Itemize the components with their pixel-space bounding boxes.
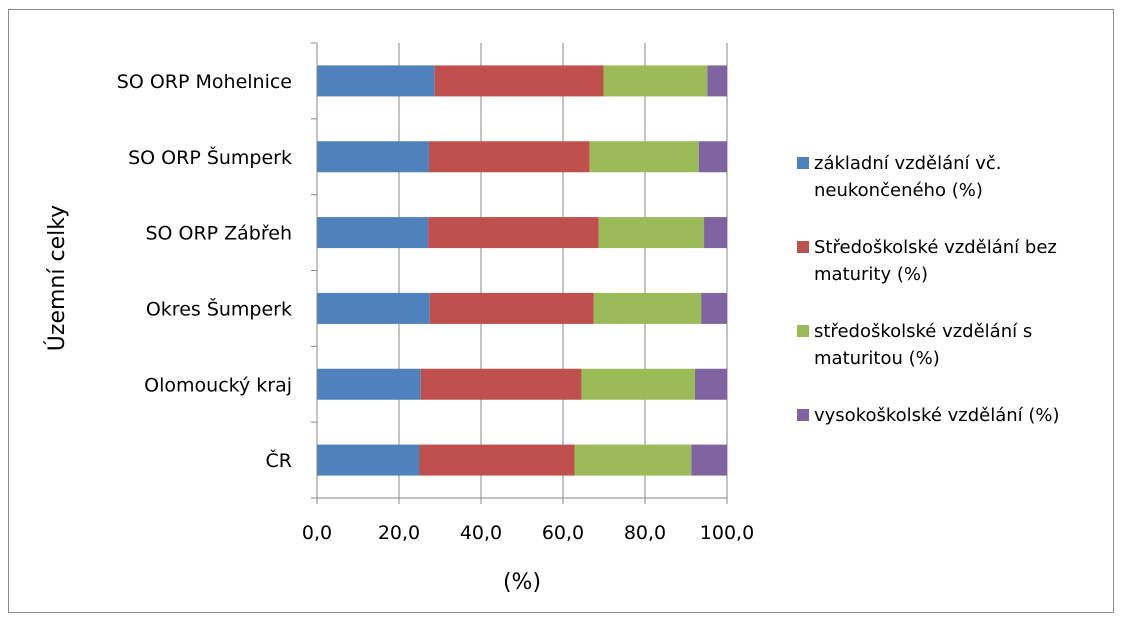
legend-swatch [797,409,809,421]
bar-segment [420,368,582,400]
bar-segment [428,217,599,249]
legend-label-line: maturity (%) [814,264,928,285]
legend-label: Středoškolské vzdělání bez maturity (%) [814,237,1057,285]
legend-swatch [797,157,809,169]
legend-label: vysokoškolské vzdělání (%) [814,405,1060,426]
legend-label-line: středoškolské vzdělání s [814,321,1032,342]
legend-label-line: neukončeného (%) [814,180,983,201]
legend-label-line: základní vzdělání vč. [814,153,1002,174]
category-label: SO ORP Mohelnice [117,71,292,93]
legend-swatch [797,241,809,253]
legend-label-line: Středoškolské vzdělání bez [814,237,1057,258]
gridlines [398,43,728,498]
category-label: SO ORP Zábřeh [145,223,292,245]
bar-segment [695,368,727,400]
bar-segment [317,292,430,324]
bar-segment [317,65,435,97]
bar-segment [603,65,708,97]
bars [317,65,727,476]
legend-label: základní vzdělání vč. neukončeného (%) [814,153,1002,201]
bar-segment [317,141,429,173]
x-tick-label: 100,0 [700,522,754,544]
bar-segment [589,141,699,173]
bar-segment [429,292,594,324]
bar-segment [691,444,727,476]
bar-segment [317,368,421,400]
legend-label-line: vysokoškolské vzdělání (%) [814,405,1060,426]
bar-segment [428,141,590,173]
legend-label-line: maturitou (%) [814,348,940,369]
category-label: SO ORP Šumperk [128,145,292,169]
bar-segment [701,292,727,324]
axes: 0,0 20,0 40,0 60,0 80,0 100,0 SO ORP Mohelnice… [117,42,754,544]
bar-segment [317,444,420,476]
x-tick-label: 0,0 [302,522,332,544]
bar-segment [317,217,429,249]
category-label: Olomoucký kraj [144,374,292,396]
bar-segment [434,65,604,97]
x-axis-title: (%) [503,570,541,595]
x-tick-label: 20,0 [378,522,420,544]
stacked-bar-chart: 0,0 20,0 40,0 60,0 80,0 100,0 SO ORP Mohelnice… [44,42,1060,595]
category-label: Okres Šumperk [146,296,292,320]
bar-segment [598,217,705,249]
chart-frame: 0,0 20,0 40,0 60,0 80,0 100,0 SO ORP Mohelnice… [8,9,1114,613]
bar-segment [581,368,696,400]
x-tick-label: 40,0 [460,522,502,544]
x-tick-label: 80,0 [624,522,666,544]
category-label: ČR [266,448,292,472]
bar-segment [574,444,692,476]
bar-segment [704,217,727,249]
bar-segment [419,444,575,476]
bar-segment [593,292,702,324]
legend: základní vzdělání vč. neukončeného (%) Stř… [797,153,1060,426]
legend-label: středoškolské vzdělání s maturitou (%) [814,321,1032,369]
y-axis-title: Územní celky [44,205,70,351]
bar-segment [707,65,727,97]
x-tick-label: 60,0 [542,522,584,544]
legend-swatch [797,325,809,337]
bar-segment [698,141,727,173]
